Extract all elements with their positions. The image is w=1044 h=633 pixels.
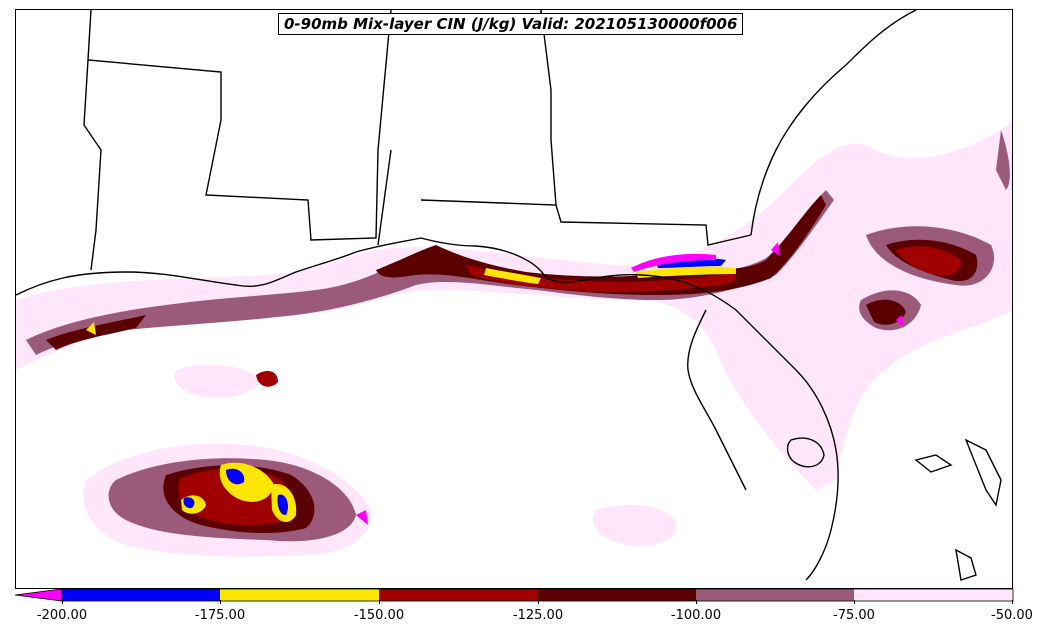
colorbar-outline bbox=[61, 588, 1014, 602]
tick-label: -175.00 bbox=[194, 608, 246, 623]
tick-label: -75.00 bbox=[833, 608, 875, 623]
colorbar-segment-very-weak bbox=[854, 589, 1013, 601]
tick-label: -125.00 bbox=[512, 608, 564, 623]
tick-label: -50.00 bbox=[991, 608, 1033, 623]
map-panel bbox=[15, 9, 1013, 589]
colorbar-under-arrow bbox=[15, 588, 63, 602]
tick-mark bbox=[1012, 600, 1013, 604]
colorbar-segment-moderate-high bbox=[379, 589, 538, 601]
cin-extreme-layer bbox=[356, 242, 904, 525]
tick-label: -200.00 bbox=[36, 608, 88, 623]
colorbar-segment-weak bbox=[696, 589, 854, 601]
tick-mark bbox=[538, 600, 539, 604]
coastline-and-borders bbox=[16, 10, 1002, 581]
tick-label: -100.00 bbox=[670, 608, 722, 623]
map-title: 0-90mb Mix-layer CIN (J/kg) Valid: 20210… bbox=[278, 13, 744, 35]
tick-mark bbox=[696, 600, 697, 604]
tick-label: -150.00 bbox=[353, 608, 405, 623]
map-canvas bbox=[16, 10, 1012, 581]
colorbar bbox=[15, 588, 1014, 602]
colorbar-segment-moderate bbox=[538, 589, 696, 601]
tick-mark bbox=[854, 600, 855, 604]
colorbar-segment-very-strong bbox=[62, 589, 220, 601]
tick-mark bbox=[62, 600, 63, 604]
colorbar-segment-strong bbox=[220, 589, 379, 601]
tick-mark bbox=[379, 600, 380, 604]
tick-mark bbox=[220, 600, 221, 604]
